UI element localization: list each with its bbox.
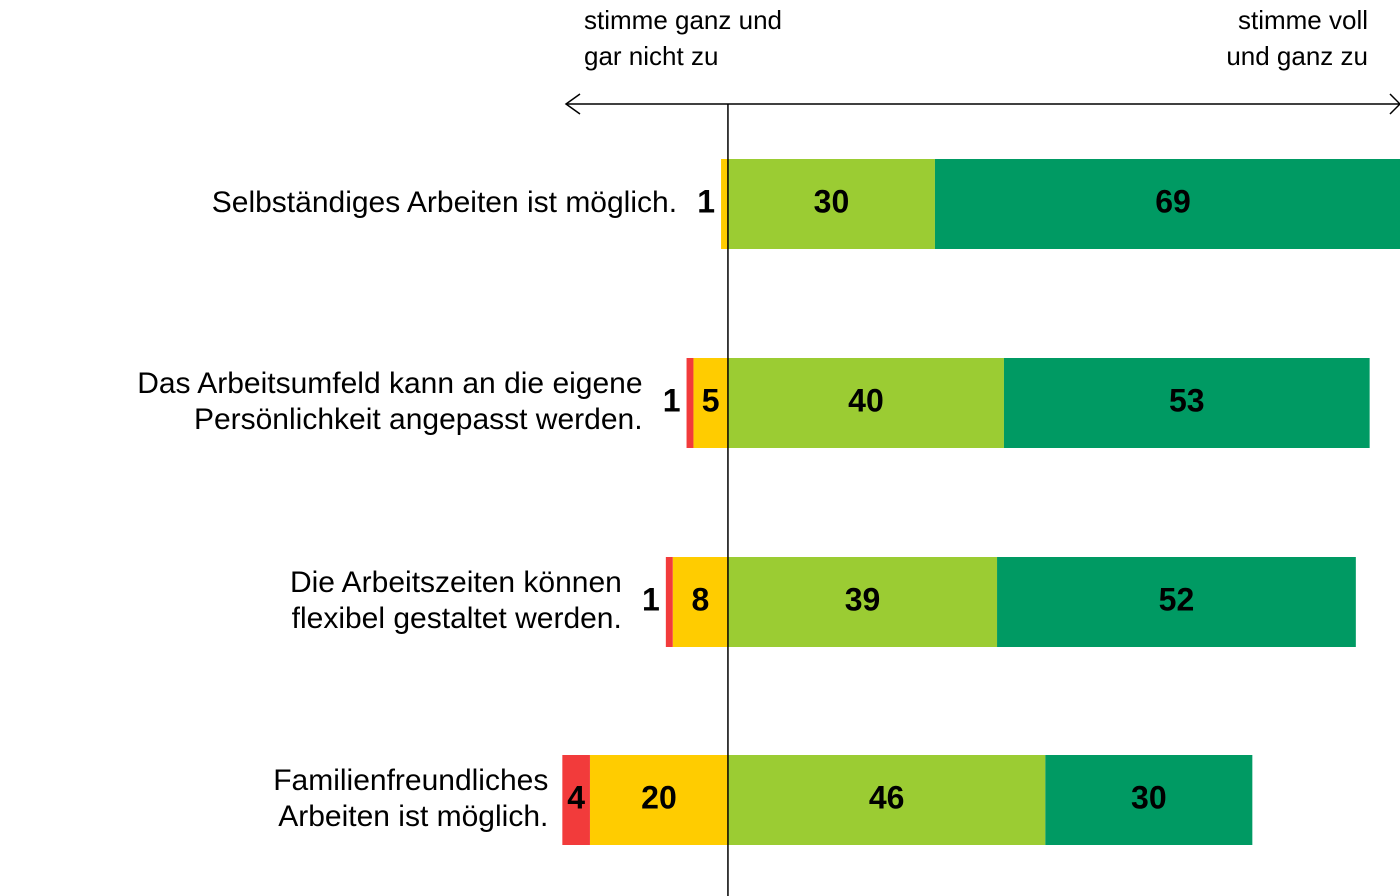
scale-label-left: gar nicht zu xyxy=(584,41,718,71)
category-label: Arbeiten ist möglich. xyxy=(278,800,548,833)
bar-segment xyxy=(727,159,935,249)
value-label: 1 xyxy=(663,382,681,418)
value-label: 1 xyxy=(697,183,715,219)
value-label: 1 xyxy=(642,581,660,617)
category-label: Die Arbeitszeiten können xyxy=(290,566,622,599)
value-label: 69 xyxy=(1155,183,1191,219)
value-label: 46 xyxy=(869,779,905,815)
value-label: 20 xyxy=(641,779,677,815)
value-label: 53 xyxy=(1169,382,1205,418)
bar-segment xyxy=(665,557,673,647)
scale-label-right: stimme voll xyxy=(1238,5,1368,35)
bar-segment xyxy=(1045,755,1253,845)
arrow-head-left xyxy=(564,93,581,115)
bar-segment xyxy=(686,358,694,448)
category-label: flexibel gestaltet werden. xyxy=(292,602,622,635)
value-label: 40 xyxy=(848,382,884,418)
scale-label-left: stimme ganz und xyxy=(584,5,782,35)
bar-segment xyxy=(1003,358,1370,448)
value-label: 39 xyxy=(845,581,881,617)
bar-segment xyxy=(693,358,728,448)
bar-segment xyxy=(727,358,1004,448)
arrow-head-right xyxy=(1389,93,1400,115)
bar-segment xyxy=(727,755,1046,845)
value-label: 52 xyxy=(1159,581,1195,617)
category-label: Selbständiges Arbeiten ist möglich. xyxy=(212,186,677,219)
bar-segment xyxy=(589,755,728,845)
scale-label-right: und ganz zu xyxy=(1226,41,1368,71)
bar-segment xyxy=(672,557,728,647)
value-label: 8 xyxy=(691,581,709,617)
category-label: Persönlichkeit angepasst werden. xyxy=(194,403,643,436)
value-label: 30 xyxy=(814,183,850,219)
bar-segment xyxy=(727,557,998,647)
bar-segment xyxy=(562,755,590,845)
value-label: 4 xyxy=(567,779,585,815)
bar-segment xyxy=(997,557,1356,647)
category-label: Familienfreundliches xyxy=(273,764,548,797)
value-label: 5 xyxy=(702,382,720,418)
category-label: Das Arbeitsumfeld kann an die eigene xyxy=(137,367,642,400)
value-label: 30 xyxy=(1131,779,1167,815)
bar-segment xyxy=(721,159,728,249)
bar-segment xyxy=(934,159,1400,249)
